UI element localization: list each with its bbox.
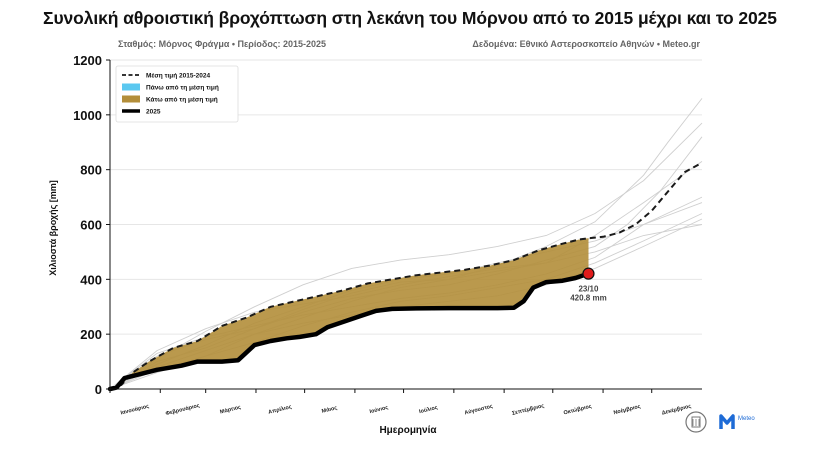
legend-label: Μέση τιμή 2015-2024 xyxy=(146,73,210,80)
annotation-date: 23/10 xyxy=(578,285,599,294)
x-tick-label: Οκτώβριος xyxy=(563,404,593,417)
y-tick-label: 1000 xyxy=(73,108,102,123)
x-tick-label: Αύγουστος xyxy=(464,404,494,417)
legend-label: 2025 xyxy=(146,109,161,116)
logos: Meteo xyxy=(685,411,755,433)
y-tick-label: 800 xyxy=(80,163,102,178)
below-mean-area xyxy=(110,238,589,389)
y-tick-label: 400 xyxy=(80,272,102,287)
x-tick-label: Νοέμβριος xyxy=(613,404,641,417)
x-tick-label: Σεπτέμβριος xyxy=(512,403,546,417)
x-tick-label: Ιούνιος xyxy=(369,405,389,415)
meteo-logo-icon: Meteo xyxy=(719,414,755,429)
y-axis-label: Χιλιοστά βροχής [mm] xyxy=(48,180,58,276)
y-axis-ticks: 0 200 400 600 800 1000 1200 xyxy=(73,53,110,397)
y-tick-label: 600 xyxy=(80,218,102,233)
legend-below-swatch xyxy=(122,95,140,103)
annotation-value: 420.8 mm xyxy=(570,294,606,303)
y-tick-label: 0 xyxy=(95,382,102,397)
x-tick-label: Ιανουάριος xyxy=(120,404,150,417)
chart-subtitle-source: Δεδομένα: Εθνικό Αστεροσκοπείο Αθηνών • … xyxy=(472,39,700,49)
x-tick-label: Ιούλιος xyxy=(419,405,439,415)
mean-line xyxy=(109,161,703,390)
meteo-logo-label: Meteo xyxy=(738,416,755,422)
legend-label: Πάνω από τη μέση τιμή xyxy=(146,85,219,92)
legend-above-swatch xyxy=(122,83,140,91)
x-tick-label: Φεβρουάριος xyxy=(165,403,201,417)
x-tick-label: Μάιος xyxy=(321,405,338,415)
x-tick-label: Απρίλιος xyxy=(268,404,293,416)
legend-label: Κάτω από τη μέση τιμή xyxy=(146,97,218,104)
y-tick-label: 1200 xyxy=(73,53,102,68)
x-axis-ticks: Ιανουάριος Φεβρουάριος Μάρτιος Απρίλιος Μάιο… xyxy=(109,389,692,417)
x-axis-label: Ημερομηνία xyxy=(379,425,437,436)
current-value-marker xyxy=(582,267,595,280)
chart-title: Συνολική αθροιστική βροχόπτωση στη λεκάν… xyxy=(43,8,777,28)
current-year-line xyxy=(107,271,591,392)
y-tick-label: 200 xyxy=(80,327,102,342)
x-tick-label: Μάρτιος xyxy=(219,404,241,415)
history-year-line xyxy=(109,122,703,390)
legend-box xyxy=(115,65,239,123)
chart-subtitle-station: Σταθμός: Μόρνος Φράγμα • Περίοδος: 2015-… xyxy=(118,39,327,49)
legend: Μέση τιμή 2015-2024 Πάνω από τη μέση τιμή… xyxy=(115,65,239,123)
observatory-logo-icon xyxy=(685,411,707,433)
